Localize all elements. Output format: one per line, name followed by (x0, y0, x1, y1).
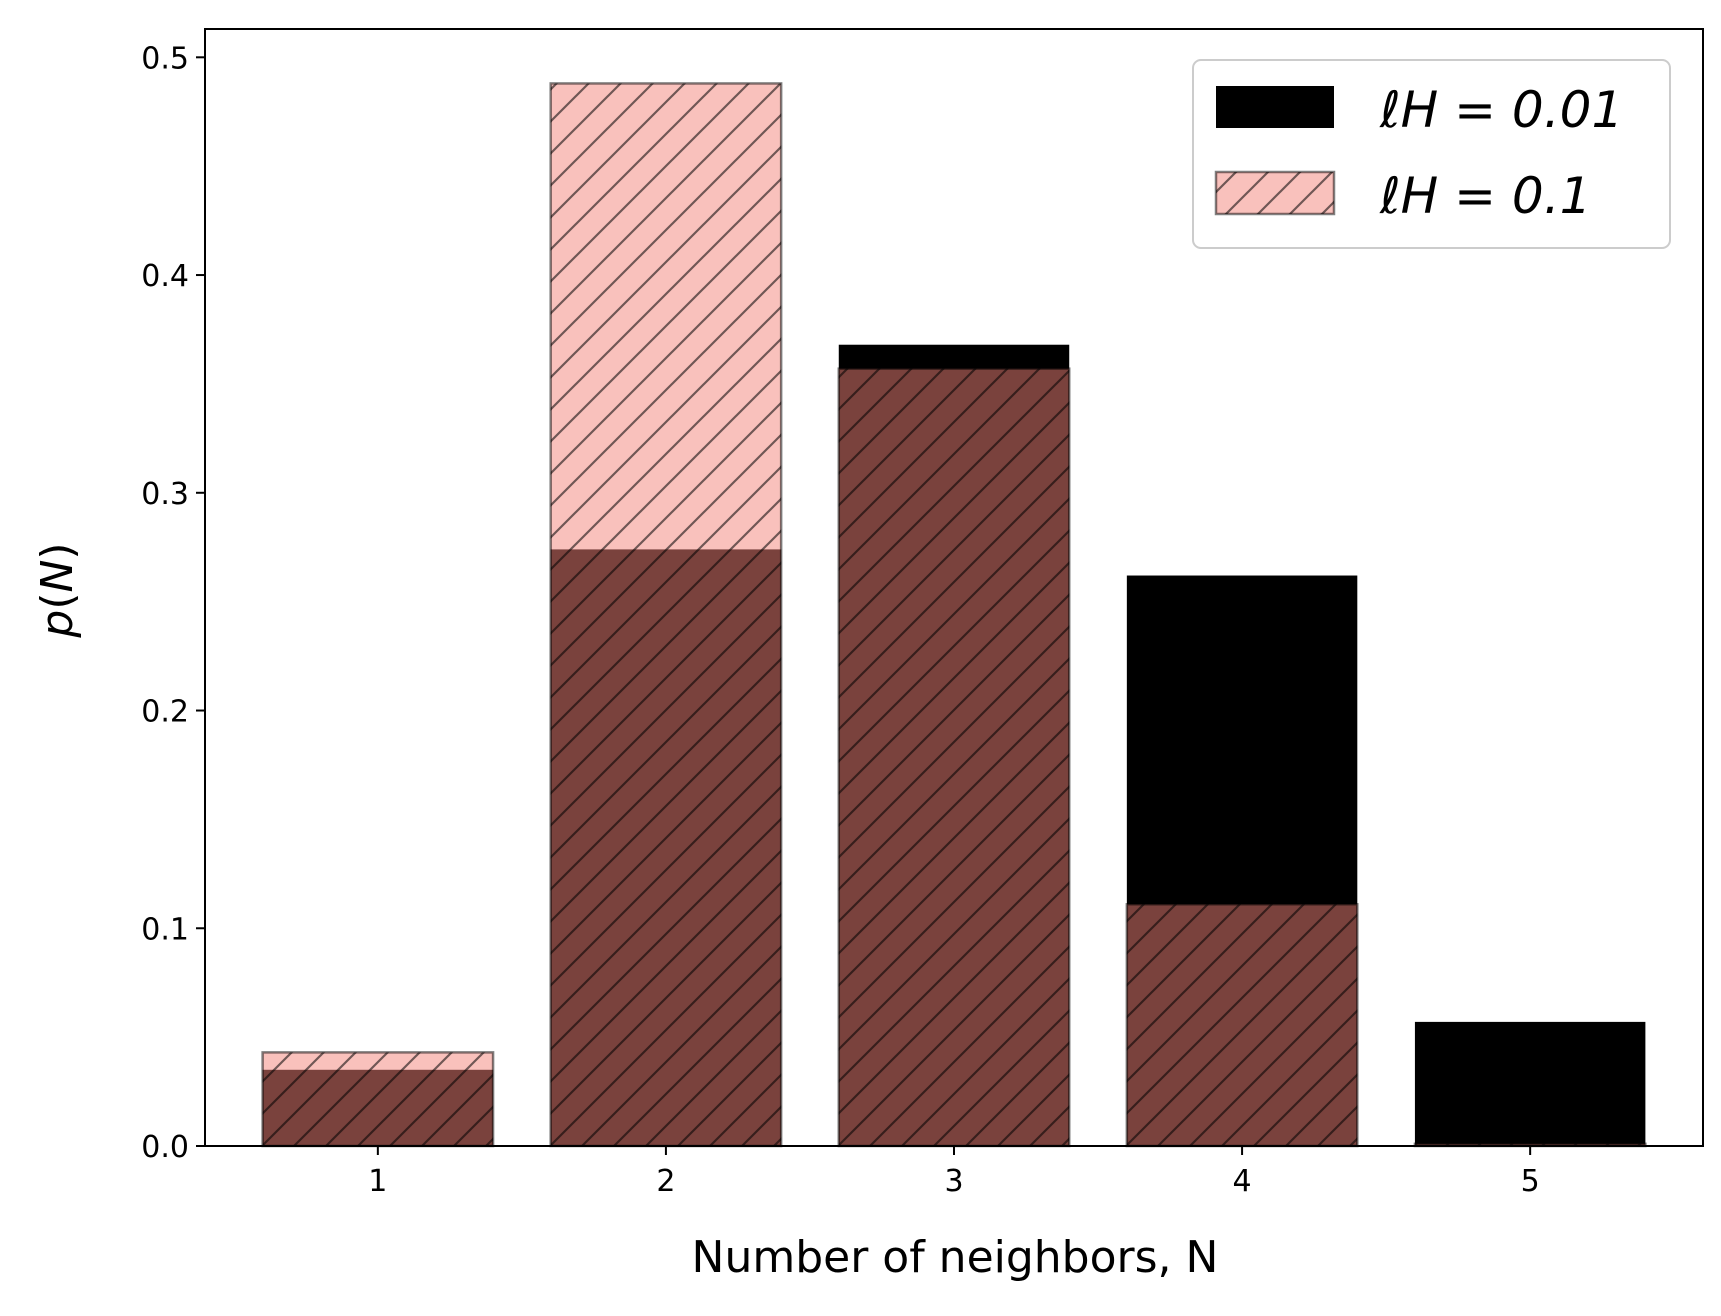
y-tick-label: 0.3 (141, 477, 189, 512)
x-tick-label: 3 (944, 1164, 963, 1199)
y-tick-label: 0.4 (141, 259, 189, 294)
bar-series-1-n5 (1414, 1021, 1646, 1146)
x-tick-label: 2 (656, 1164, 675, 1199)
legend-label-series-1: ℓH = 0.01 (1379, 81, 1623, 139)
x-tick-label: 1 (368, 1164, 387, 1199)
bar-series-2-hatch (549, 82, 783, 1148)
x-axis-title: Number of neighbors, N (692, 1232, 1219, 1283)
x-tick-label: 5 (1521, 1164, 1540, 1199)
bar-series-2-n1 (261, 1051, 495, 1148)
y-tick-label: 0.1 (141, 912, 189, 947)
legend-label-series-2: ℓH = 0.1 (1379, 167, 1591, 225)
y-tick-label: 0.0 (141, 1130, 189, 1165)
x-tick-label: 4 (1233, 1164, 1252, 1199)
axes: 0.0 0.1 0.2 0.3 0.4 0.5 1 2 3 4 5 (141, 28, 1704, 1199)
bars-layer (261, 82, 1647, 1148)
bar-series-2-hatch (261, 1051, 495, 1148)
bar-series-2-hatch (1125, 903, 1359, 1148)
bar-series-2-hatch (837, 367, 1071, 1148)
bar-series-2-n3 (837, 367, 1071, 1148)
y-tick-label: 0.2 (141, 695, 189, 730)
legend-swatch-series-1 (1216, 86, 1334, 128)
bar-series-2-n2 (549, 82, 783, 1148)
legend: ℓH = 0.01 ℓH = 0.1 (1192, 59, 1671, 249)
legend-swatch-series-2 (1214, 170, 1336, 216)
y-tick-label: 0.5 (141, 41, 189, 76)
y-axis-title: p(N) (32, 542, 83, 638)
bar-series-2-n4 (1125, 903, 1359, 1148)
